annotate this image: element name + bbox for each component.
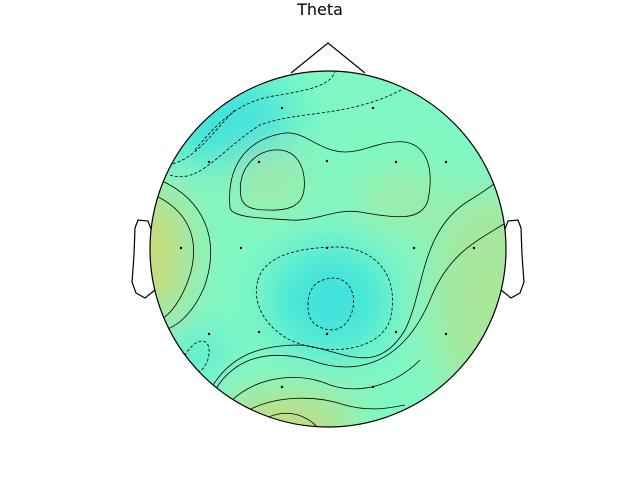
high-region bbox=[235, 150, 305, 210]
sensor-dot bbox=[179, 246, 183, 250]
sensor-dot bbox=[394, 160, 398, 164]
sensor-dot bbox=[257, 160, 261, 164]
sensor-dot bbox=[325, 332, 329, 336]
low-region bbox=[170, 335, 220, 375]
topomap-field bbox=[150, 71, 506, 427]
high-region bbox=[215, 395, 355, 427]
low-region bbox=[270, 245, 390, 355]
head-circle bbox=[149, 70, 507, 428]
sensor-dot bbox=[394, 330, 398, 334]
sensor-dot bbox=[472, 246, 476, 250]
sensor-dot bbox=[280, 106, 284, 110]
sensor-dot bbox=[207, 160, 211, 164]
sensor-dot bbox=[280, 385, 284, 389]
sensor-dot bbox=[325, 246, 329, 250]
high-region bbox=[360, 175, 440, 225]
sensor-dot bbox=[371, 385, 375, 389]
sensor-dot bbox=[444, 160, 448, 164]
sensor-dot bbox=[444, 332, 448, 336]
sensor-dot bbox=[239, 246, 243, 250]
figure-title: Theta bbox=[297, 0, 343, 19]
sensors bbox=[179, 106, 476, 389]
contour-lines bbox=[150, 132, 506, 427]
sensor-dot bbox=[325, 159, 329, 163]
sensor-dot bbox=[412, 246, 416, 250]
head-outline bbox=[131, 42, 525, 428]
sensor-dot bbox=[207, 332, 211, 336]
high-region bbox=[430, 190, 506, 410]
nose-icon bbox=[290, 42, 366, 74]
sensor-dot bbox=[371, 106, 375, 110]
left-ear-icon bbox=[131, 219, 156, 299]
high-region bbox=[150, 185, 190, 325]
sensor-dot bbox=[257, 330, 261, 334]
dashed-contours bbox=[167, 71, 406, 373]
right-ear-icon bbox=[500, 219, 525, 299]
